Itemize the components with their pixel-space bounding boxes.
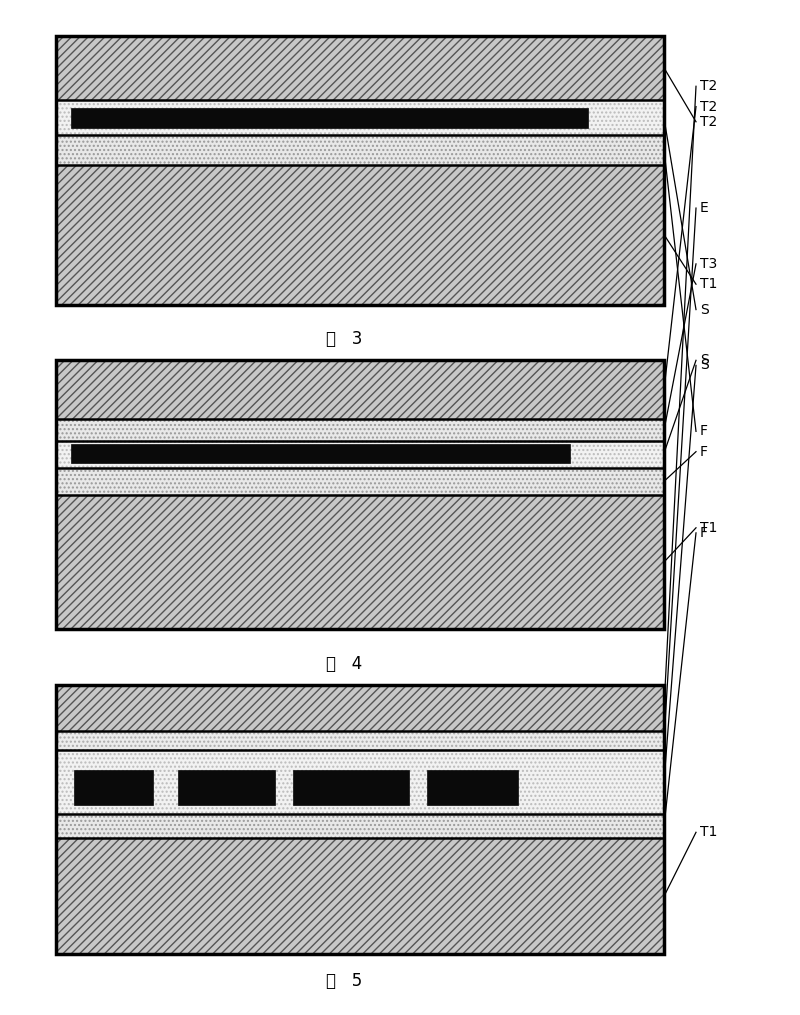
Text: T1: T1: [700, 825, 718, 839]
Bar: [56, 360, 664, 629]
Bar: [56, 685, 664, 954]
Text: E: E: [700, 201, 709, 215]
Text: F: F: [700, 424, 708, 438]
Bar: [56, 135, 664, 164]
Text: 图   3: 图 3: [326, 330, 362, 348]
Bar: [56, 750, 664, 814]
Bar: [293, 769, 409, 805]
Bar: [56, 685, 664, 731]
Bar: [56, 838, 664, 954]
Bar: [56, 164, 664, 304]
Text: T2: T2: [700, 115, 718, 129]
Text: F: F: [700, 445, 708, 459]
Bar: [56, 36, 664, 100]
Text: T2: T2: [700, 79, 718, 93]
Text: T1: T1: [700, 521, 718, 535]
Text: F: F: [700, 526, 708, 540]
Text: S: S: [700, 302, 709, 317]
Text: 图   5: 图 5: [326, 972, 362, 991]
Bar: [56, 468, 664, 495]
Bar: [56, 495, 664, 629]
Bar: [427, 769, 518, 805]
Bar: [56, 442, 664, 468]
Bar: [56, 36, 664, 304]
Text: T2: T2: [700, 99, 718, 114]
Bar: [71, 444, 570, 463]
Text: S: S: [700, 358, 709, 373]
Bar: [74, 769, 154, 805]
Bar: [56, 419, 664, 442]
Text: 图   4: 图 4: [326, 655, 362, 673]
Text: S: S: [700, 353, 709, 367]
Text: T1: T1: [700, 277, 718, 291]
Text: T3: T3: [700, 257, 718, 271]
Bar: [71, 109, 588, 128]
Bar: [56, 814, 664, 838]
Bar: [178, 769, 275, 805]
Bar: [56, 731, 664, 750]
Bar: [56, 100, 664, 135]
Bar: [56, 360, 664, 419]
